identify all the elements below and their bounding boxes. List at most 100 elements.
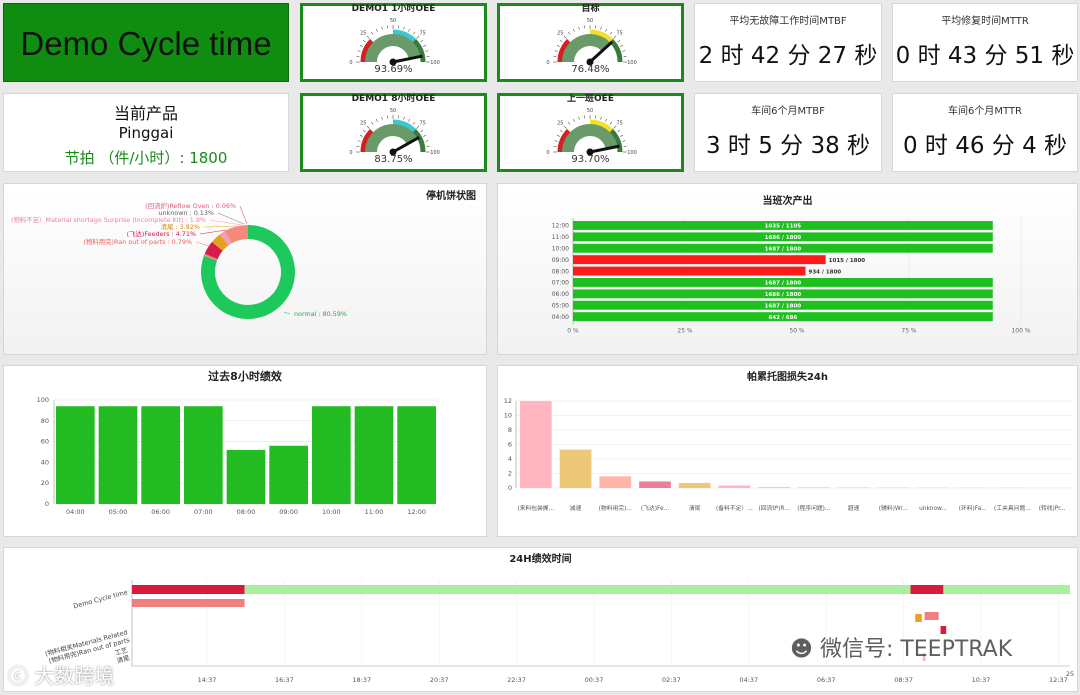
- x-tick-label: 75 %: [901, 328, 917, 335]
- gauge-title: 目标: [581, 4, 600, 14]
- bar: [573, 300, 993, 310]
- gauge-tick: [375, 28, 378, 32]
- pie-label-line: [199, 229, 227, 235]
- gauge-dial: 0 25 50 75 100: [546, 108, 636, 156]
- gauge-tick: [420, 40, 424, 43]
- gauge-tick: [578, 26, 580, 30]
- gauge-value: 93.69%: [374, 64, 413, 75]
- x-tick-label: 12:37: [1049, 676, 1068, 684]
- gauge-band-low: [360, 39, 374, 63]
- x-tick-label: 04:37: [739, 676, 758, 684]
- gauge-tick: [559, 130, 563, 133]
- bar: [573, 255, 826, 265]
- bar: [141, 406, 180, 504]
- watermark-left-text: 大数跨境: [34, 664, 115, 688]
- gauge-tick: [556, 44, 560, 47]
- x-tick-label: 20:37: [430, 676, 449, 684]
- bar: [573, 278, 993, 287]
- x-tick-label: 50 %: [789, 328, 805, 335]
- gauge-tick: [605, 28, 608, 32]
- pie-label-line: [217, 212, 245, 225]
- bar: [758, 487, 790, 488]
- gauge-tick-label: 50: [390, 108, 396, 114]
- gauge-tick: [408, 28, 411, 32]
- gauge-tick-label: 50: [587, 18, 593, 24]
- bar-data-label: 1035 / 1105: [765, 224, 802, 230]
- x-tick-label: 10:37: [972, 676, 991, 684]
- gauge-title: DEMO1 1小时OEE: [351, 4, 436, 14]
- y-tick-label: 04:00: [552, 314, 569, 321]
- bar-data-label: 1686 / 1800: [765, 292, 802, 298]
- bar-data-label: 1686 / 1800: [765, 235, 802, 241]
- x-tick-label: unknow...: [919, 506, 947, 512]
- x-tick-label: (转线)Pr...: [1039, 504, 1066, 512]
- timeline-segment: [244, 585, 911, 594]
- product-name: Pinggai: [118, 124, 174, 142]
- gauge-hub: [586, 58, 594, 66]
- bar-data-label: 642 / 686: [768, 315, 797, 321]
- timeline-segment: [132, 585, 245, 594]
- gauge-tick-label: 0: [546, 60, 549, 66]
- gauge-tick-label: 75: [420, 30, 426, 36]
- pie-label: (回流炉)Reflow Oven : 0.06%: [145, 201, 236, 210]
- bar: [184, 406, 223, 504]
- gauge-tick: [578, 116, 580, 120]
- stat-label: 车间6个月MTTR: [948, 106, 1022, 117]
- x-tick-label: (程序问题)...: [797, 504, 830, 512]
- y-tick-label: 4: [508, 455, 512, 463]
- gauge-band-high: [609, 39, 623, 63]
- gauge-band-mid: [589, 29, 613, 43]
- row-label: Demo Cycle time: [72, 588, 128, 610]
- gauge-tick-label: 25: [557, 30, 563, 36]
- gauge-value: 93.70%: [571, 154, 610, 165]
- gauge-tick: [425, 140, 429, 142]
- gauge-tick-label: 75: [420, 120, 426, 126]
- gauge-title: DEMO1 8小时OEE: [351, 94, 436, 104]
- pie-slice: [203, 253, 218, 261]
- pie-slice: [200, 225, 295, 319]
- x-tick-label: 超速: [848, 504, 860, 512]
- gauge-tick: [556, 134, 560, 137]
- x-tick-label: (回流炉)R...: [759, 504, 790, 512]
- gauge-hub: [586, 148, 594, 156]
- stat-label: 平均修复时间MTTR: [941, 16, 1029, 27]
- gauge-tick: [366, 35, 370, 39]
- gauge-tick: [375, 118, 378, 122]
- pie-slice: [204, 241, 223, 260]
- gauge-tick: [609, 31, 612, 35]
- x-tick-label: 06:37: [817, 676, 836, 684]
- gauge-tick: [620, 134, 624, 137]
- x-tick-label: 06:00: [151, 508, 170, 516]
- x-tick-label: 12:00: [407, 508, 426, 516]
- watermark-left: ⓒ 大数跨境: [8, 660, 114, 689]
- x-tick-label: 100 %: [1011, 328, 1030, 335]
- y-tick-label: 20: [41, 479, 49, 487]
- gauge-band-low: [360, 129, 374, 153]
- gauge-tick: [572, 118, 575, 122]
- stat-mttr: 平均修复时间MTTR 0 时 43 分 51 秒: [892, 3, 1078, 82]
- gauge-oee-1h: DEMO1 1小时OEE 0 25 50 75 100 93.69%: [300, 3, 487, 82]
- gauge-tick: [357, 50, 361, 52]
- bar: [573, 232, 993, 242]
- y-tick-label: 0: [45, 500, 49, 508]
- x-tick-label: 14:37: [198, 676, 217, 684]
- gauge-tick: [412, 121, 415, 125]
- gauge-tick: [357, 140, 361, 142]
- gauge-tick: [572, 28, 575, 32]
- gauge-tick: [563, 125, 567, 129]
- gauge-last-shift-oee: 上一班OEE 0 25 50 75 100 93.70%: [497, 93, 684, 172]
- page-title: Demo Cycle time: [20, 25, 272, 62]
- stat-value: 3 时 5 分 38 秒: [705, 133, 871, 159]
- gauge-tick: [600, 116, 602, 120]
- x-tick-label: (备料不足）...: [716, 504, 753, 512]
- bar: [397, 406, 436, 504]
- gauge-tick: [423, 44, 427, 47]
- gauge-oee-8h: DEMO1 8小时OEE 0 25 50 75 100 83.75%: [300, 93, 487, 172]
- gauge-tick: [371, 31, 374, 35]
- gauge-tick-label: 100: [627, 60, 637, 66]
- gauge-target: 目标 0 25 50 75 100 76.48%: [497, 3, 684, 82]
- x-tick-label: 04:00: [66, 508, 85, 516]
- downtime-pie-chart: normal : 80.59% (物料用完)Ran out of parts : …: [11, 201, 347, 319]
- y-tick-label: 07:00: [552, 280, 569, 287]
- y-tick-label: 60: [41, 438, 49, 446]
